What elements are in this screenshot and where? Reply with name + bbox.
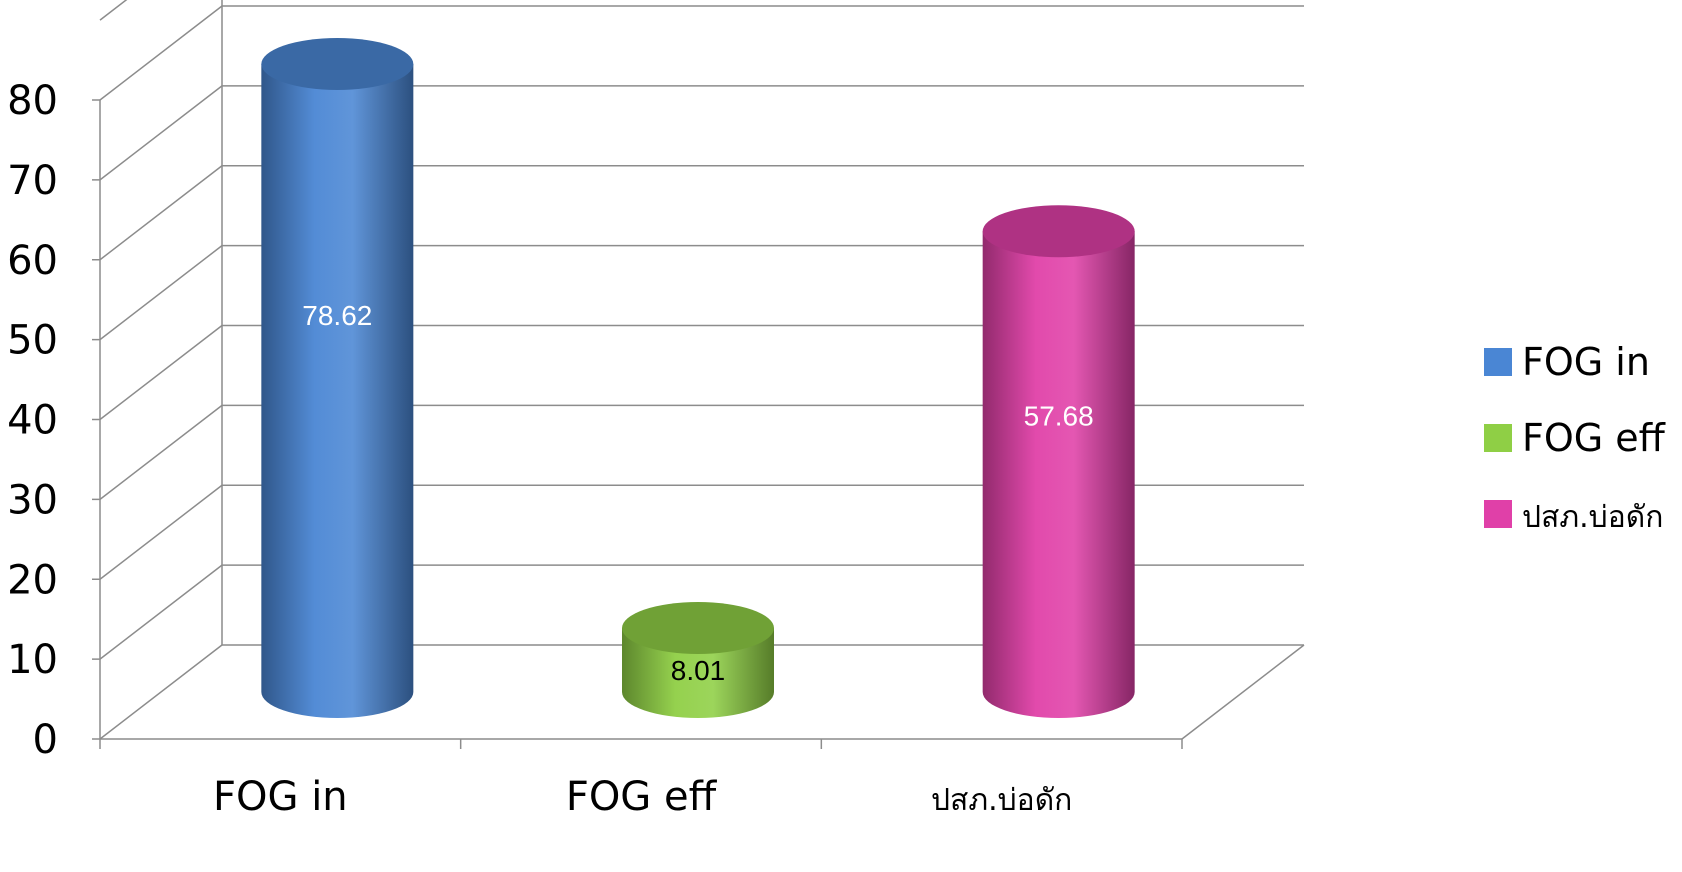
gridline-side [99, 324, 223, 421]
bar-1 [261, 38, 414, 718]
y-tick-label: 60 [7, 238, 58, 284]
y-tick-label: 10 [7, 637, 58, 683]
data-label: 57.68 [1024, 401, 1094, 432]
y-tick-label: 80 [7, 78, 58, 124]
x-tick-label: FOG in [213, 774, 348, 820]
labels: 78.62 FOG in 8.01 FOG eff 57.68 ปสภ.บ่อดัก [213, 300, 1094, 820]
legend-entry: ปสภ.บ่อดัก [1484, 500, 1663, 535]
data-label: 78.62 [302, 300, 372, 331]
bar-cap [261, 38, 414, 91]
y-tick-label: 20 [7, 557, 58, 603]
data-label: 8.01 [671, 655, 726, 686]
legend-label: FOG in [1522, 340, 1650, 384]
y-tick-label: 70 [7, 158, 58, 204]
bar-cap [622, 602, 774, 655]
floor-edge [1181, 644, 1305, 740]
gridline-side [99, 644, 223, 740]
legend-swatch [1484, 348, 1512, 376]
legend-entry: FOG in [1484, 340, 1650, 384]
gridline-side [99, 165, 223, 261]
bar-body [261, 64, 414, 718]
x-tick-label: ปสภ.บ่อดัก [931, 783, 1072, 818]
legend: FOG in FOG eff ปสภ.บ่อดัก [1484, 340, 1666, 535]
y-tick-label: 50 [7, 318, 58, 364]
y-tick-label: 40 [7, 398, 58, 444]
axes: 0 10 20 30 40 50 60 70 80 [7, 78, 1183, 763]
gridline-side [99, 85, 223, 181]
gridline-side [99, 5, 223, 101]
gridline-side [99, 245, 223, 341]
legend-label: FOG eff [1522, 416, 1666, 460]
bars [261, 38, 1135, 718]
bar-2 [622, 602, 774, 718]
gridline-side [99, 564, 223, 660]
y-tick-label: 30 [7, 477, 58, 523]
legend-swatch [1484, 500, 1512, 528]
gridline-side [99, 404, 223, 500]
x-tick-label: FOG eff [566, 774, 718, 820]
gridline-side [99, 0, 128, 21]
legend-entry: FOG eff [1484, 416, 1666, 460]
bar-3 [982, 205, 1135, 718]
y-tick-label: 0 [33, 717, 58, 763]
bar-cap [982, 205, 1135, 258]
gridline-side [99, 484, 223, 580]
legend-swatch [1484, 424, 1512, 452]
legend-label: ปสภ.บ่อดัก [1522, 500, 1663, 535]
bar-body [982, 231, 1135, 718]
